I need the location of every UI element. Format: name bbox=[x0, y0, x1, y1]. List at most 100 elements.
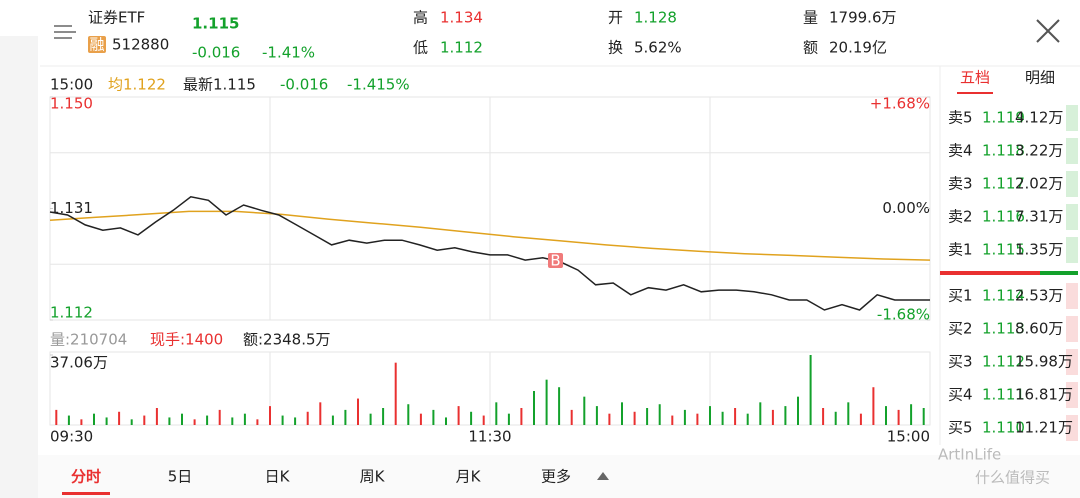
volume-bar bbox=[382, 408, 385, 425]
tab[interactable]: 月K bbox=[456, 468, 482, 486]
close-button[interactable] bbox=[1036, 19, 1060, 43]
change-pct: -1.41% bbox=[262, 44, 315, 62]
book-label: 卖4 bbox=[948, 142, 973, 160]
y-tick-label: 37.06万 bbox=[50, 354, 108, 372]
book-price: 1.117 bbox=[982, 175, 1025, 193]
volume-bar bbox=[683, 409, 686, 425]
volume-bar bbox=[520, 408, 523, 425]
volume-bar bbox=[482, 415, 485, 425]
volume-bar bbox=[470, 411, 473, 425]
y2-tick-label: 0.00% bbox=[882, 199, 930, 217]
info-avg: 均1.122 bbox=[108, 76, 166, 94]
volume-bar bbox=[357, 398, 359, 425]
volume-bar bbox=[243, 413, 246, 425]
tab-bar bbox=[38, 455, 1080, 498]
volume-bar bbox=[834, 411, 837, 425]
volume-bar bbox=[281, 415, 284, 425]
info-latest: 最新1.115 bbox=[183, 76, 256, 94]
x-tick-label: 09:30 bbox=[50, 428, 93, 446]
volume-bar bbox=[784, 406, 787, 425]
book-label: 买3 bbox=[948, 353, 973, 371]
volume-bar bbox=[369, 413, 372, 425]
book-row-bg bbox=[1066, 349, 1078, 375]
volume-bar bbox=[721, 411, 724, 425]
volume-bar bbox=[432, 409, 435, 425]
volume-bar bbox=[897, 409, 900, 425]
info-change-pct: -1.415% bbox=[347, 76, 410, 94]
tab[interactable]: 周K bbox=[360, 468, 386, 486]
y2-tick-label: -1.68% bbox=[877, 306, 930, 324]
volume-bar bbox=[558, 387, 561, 425]
tag-box bbox=[88, 36, 106, 53]
book-price: 1.112 bbox=[982, 353, 1025, 371]
volume-bar bbox=[633, 411, 636, 425]
stock-code: 512880 bbox=[112, 36, 169, 54]
book-price: 1.118 bbox=[982, 142, 1025, 160]
volume-chart: 37.06万 bbox=[50, 354, 925, 425]
stat-label: 额 bbox=[803, 39, 818, 57]
volume-bar bbox=[671, 415, 674, 425]
book-row-bg bbox=[1066, 105, 1078, 131]
change: -0.016 bbox=[192, 44, 240, 62]
book-label: 卖3 bbox=[948, 175, 973, 193]
tab[interactable]: 分时 bbox=[71, 468, 101, 486]
volume-bar bbox=[445, 417, 447, 425]
volume-bar bbox=[621, 402, 623, 425]
volume-bar bbox=[885, 406, 887, 425]
stat-label: 低 bbox=[413, 39, 428, 57]
volume-bar bbox=[533, 391, 535, 425]
book-tab[interactable]: 明细 bbox=[1025, 69, 1055, 87]
info-time: 15:00 bbox=[50, 76, 93, 94]
volume-bar bbox=[344, 409, 347, 425]
book-volume: 1.35万 bbox=[1015, 241, 1063, 259]
volume-bar bbox=[822, 408, 825, 425]
volume-bar bbox=[771, 409, 774, 425]
tab[interactable]: 更多 bbox=[541, 468, 571, 486]
book-row-bg bbox=[1066, 237, 1078, 263]
volume-bar bbox=[331, 415, 334, 425]
volume-bar bbox=[181, 413, 183, 425]
volume-bar bbox=[595, 406, 598, 425]
volume-bar bbox=[545, 379, 548, 425]
book-price: 1.119 bbox=[982, 109, 1025, 127]
watermark-brand: ArtInLife bbox=[938, 446, 1001, 464]
book-price: 1.113 bbox=[982, 320, 1025, 338]
book-price: 1.110 bbox=[982, 419, 1025, 437]
menu-icon[interactable] bbox=[54, 25, 76, 39]
volume-bar bbox=[608, 413, 611, 425]
book-tab[interactable]: 五档 bbox=[960, 69, 990, 87]
stat-value: 1.112 bbox=[440, 39, 483, 57]
stat-value: 1799.6万 bbox=[829, 9, 897, 27]
volume-bar bbox=[130, 419, 133, 425]
volume-bar bbox=[67, 415, 70, 425]
tab[interactable]: 日K bbox=[265, 468, 291, 486]
volume-bar bbox=[495, 402, 498, 425]
book-label: 买5 bbox=[948, 419, 973, 437]
volume-bar bbox=[872, 387, 875, 425]
stat-label: 换 bbox=[608, 39, 623, 57]
book-row-bg bbox=[1066, 316, 1078, 342]
stat-label: 高 bbox=[413, 9, 428, 27]
book-volume: 8.60万 bbox=[1015, 320, 1063, 338]
book-volume: 2.53万 bbox=[1015, 287, 1063, 305]
book-volume: 4.12万 bbox=[1015, 109, 1063, 127]
book-row-bg bbox=[1066, 283, 1078, 309]
volume-bar bbox=[734, 408, 737, 425]
volume-bar bbox=[457, 406, 460, 425]
book-row-bg bbox=[1066, 204, 1078, 230]
volume-bar bbox=[394, 362, 397, 425]
volume-bar bbox=[80, 419, 83, 425]
y-tick-label: 1.112 bbox=[50, 304, 93, 322]
volume-bar bbox=[294, 417, 297, 425]
info-change: -0.016 bbox=[280, 76, 328, 94]
tab[interactable]: 5日 bbox=[168, 468, 193, 486]
y-tick-label: 1.150 bbox=[50, 95, 93, 113]
book-row-bg bbox=[1066, 138, 1078, 164]
x-tick-label: 15:00 bbox=[887, 428, 930, 446]
volume-bar bbox=[759, 402, 762, 425]
left-strip bbox=[0, 36, 38, 498]
tag: 融 bbox=[89, 36, 104, 54]
tab-underline bbox=[62, 492, 110, 495]
volume-total: 量:210704 bbox=[50, 331, 127, 349]
volume-bar bbox=[55, 409, 58, 425]
